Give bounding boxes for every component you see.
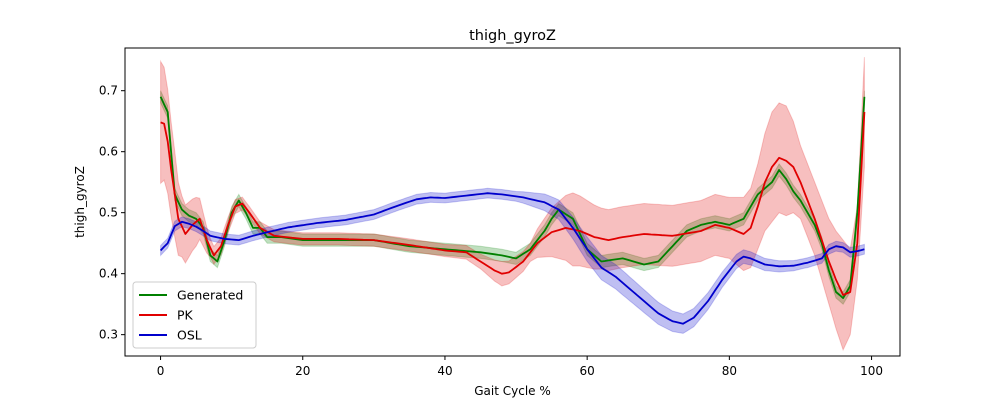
y-axis-title: thigh_gyroZ [73,166,87,238]
x-tick-label: 0 [157,364,165,378]
series-line-pk [160,111,866,296]
legend-label-generated: Generated [177,288,243,303]
band-pk [160,57,865,352]
x-tick-label: 40 [437,364,452,378]
y-axis: 0.3 0.4 0.5 0.6 0.7 [99,84,125,342]
plot-frame [124,47,901,357]
y-tick-label: 0.3 [99,328,118,342]
x-tick-label: 80 [722,364,737,378]
x-tick-label: 60 [580,364,595,378]
x-axis: 0 20 40 60 80 100 [157,356,883,378]
legend-label-pk: PK [177,308,194,323]
chart-title: thigh_gyroZ [469,28,556,44]
y-tick-label: 0.4 [99,267,118,281]
legend-label-osl: OSL [177,328,202,343]
y-tick-label: 0.6 [99,145,118,159]
x-tick-label: 20 [295,364,310,378]
series-lines [159,96,866,325]
y-tick-label: 0.5 [99,206,118,220]
series-line-osl [159,192,865,325]
y-tick-label: 0.7 [99,84,118,98]
x-tick-label: 100 [860,364,883,378]
x-axis-title: Gait Cycle % [474,384,551,398]
legend-box [132,281,257,349]
band-osl [160,187,865,334]
legend: Generated PK OSL [132,281,257,349]
